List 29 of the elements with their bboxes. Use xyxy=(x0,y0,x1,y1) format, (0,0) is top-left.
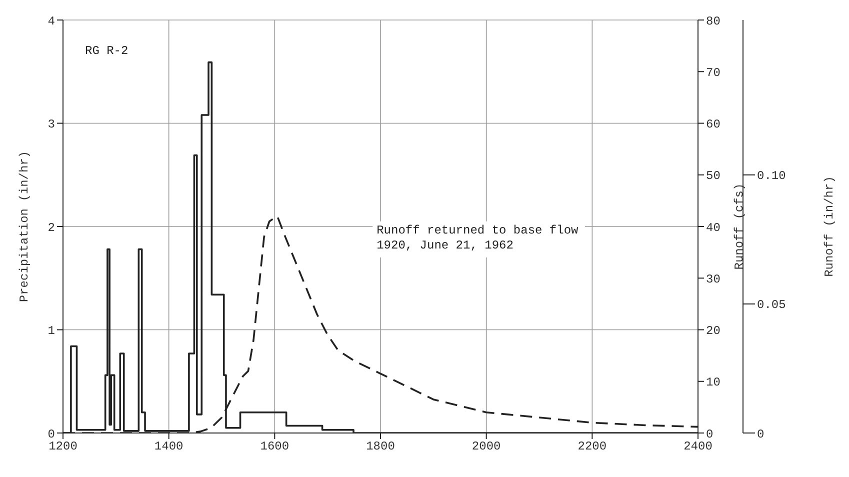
annotation: RG R-2 xyxy=(85,44,128,58)
y2-tick-label: 70 xyxy=(706,66,720,80)
y3-tick-label: 0.05 xyxy=(757,298,786,312)
y2-tick-label: 20 xyxy=(706,324,720,338)
y2-tick-label: 60 xyxy=(706,118,720,132)
y2-tick-label: 50 xyxy=(706,169,720,184)
y-tick-label: 3 xyxy=(48,118,55,132)
annotation: Runoff returned to base flow 1920, June 21, 1962 xyxy=(376,223,580,252)
x-tick-label: 1400 xyxy=(154,440,184,454)
x-tick-label: 2000 xyxy=(472,440,501,454)
y2-tick-label: 30 xyxy=(706,272,720,286)
y3-tick-label: 0.10 xyxy=(757,169,786,184)
y2-axis-title: Runoff (cfs) xyxy=(732,183,746,270)
y-tick-label: 0 xyxy=(48,427,55,442)
y2-tick-label: 0 xyxy=(706,427,714,442)
y-tick-label: 2 xyxy=(48,220,55,235)
x-tick-label: 1200 xyxy=(48,440,78,454)
y-axis-title: Precipitation (in/hr) xyxy=(17,150,32,302)
x-tick-label: 1600 xyxy=(260,440,290,454)
y2-tick-label: 10 xyxy=(706,376,720,390)
y-tick-label: 4 xyxy=(48,14,55,28)
x-tick-label: 1800 xyxy=(366,440,395,454)
x-tick-label: 2400 xyxy=(684,440,712,454)
y3-axis-title: Runoff (in/hr) xyxy=(822,176,836,277)
x-tick-label: 2200 xyxy=(578,440,607,454)
y-tick-label: 1 xyxy=(48,324,55,338)
y3-tick-label: 0 xyxy=(757,427,764,442)
y2-tick-label: 80 xyxy=(706,14,720,28)
y2-tick-label: 40 xyxy=(706,220,720,235)
